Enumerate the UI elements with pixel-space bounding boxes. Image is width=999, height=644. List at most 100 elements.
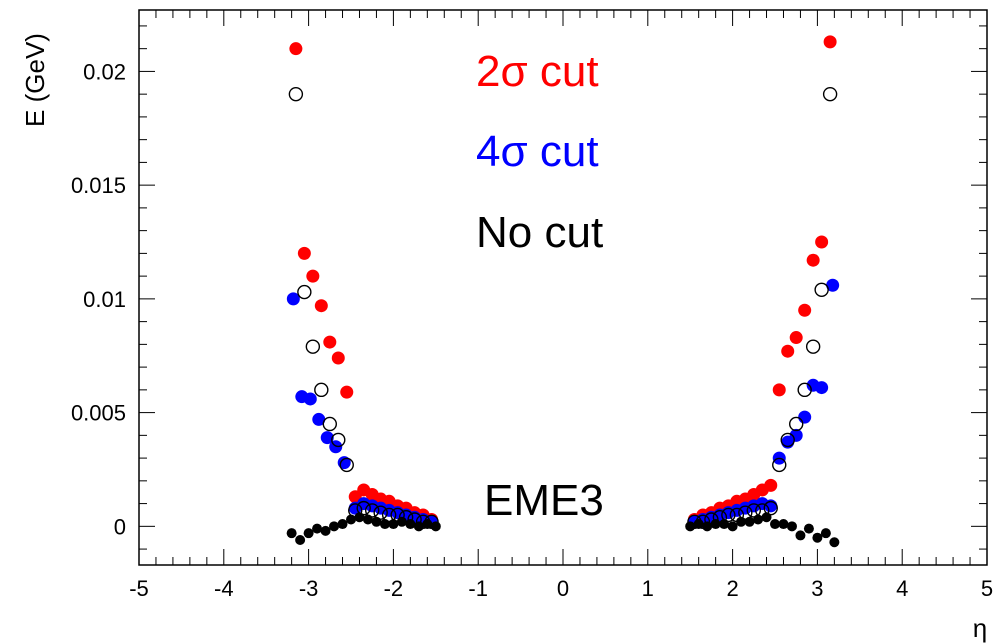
point-no_cut_open [297, 284, 312, 300]
point-four_sigma [320, 431, 334, 445]
point-two_sigma [340, 385, 354, 399]
point-two_sigma [306, 269, 320, 283]
point-no_cut_filled [820, 528, 831, 539]
point-no_cut_filled [371, 516, 382, 527]
point-no_cut_filled [702, 521, 713, 532]
x-tick-label: -4 [214, 576, 234, 601]
point-no_cut_filled [761, 512, 772, 523]
y-tick-label: 0.01 [83, 287, 126, 312]
data-points [286, 35, 840, 548]
x-tick-label: 2 [726, 576, 738, 601]
point-no_cut_filled [778, 519, 789, 530]
point-no_cut_filled [320, 525, 331, 536]
x-tick-label: 4 [896, 576, 908, 601]
point-no_cut_filled [786, 521, 797, 532]
point-no_cut_open [288, 86, 304, 102]
point-four_sigma [286, 292, 300, 306]
point-no_cut_open [797, 382, 812, 398]
point-no_cut_filled [812, 532, 823, 543]
point-no_cut_filled [303, 528, 314, 539]
legend-2sigma: 2σ cut [476, 47, 599, 96]
point-no_cut_filled [422, 519, 433, 530]
point-two_sigma [289, 42, 303, 56]
y-tick-labels: 0 0.005 0.01 0.015 0.02 [71, 59, 126, 539]
point-no_cut_filled [727, 521, 738, 532]
point-two_sigma [314, 299, 328, 313]
point-no_cut_filled [362, 514, 373, 525]
point-no_cut_open [305, 339, 321, 354]
point-no_cut_filled [329, 521, 340, 532]
point-no_cut_filled [770, 519, 780, 530]
point-no_cut_open [805, 339, 821, 354]
x-tick-label: -2 [384, 576, 404, 601]
point-two_sigma [764, 478, 778, 492]
x-tick-label: -1 [468, 576, 488, 601]
point-no_cut_open [814, 282, 829, 297]
point-two_sigma [823, 35, 837, 49]
point-no_cut_filled [413, 521, 424, 532]
point-four_sigma [303, 392, 317, 406]
y-tick-label: 0 [114, 514, 126, 539]
annotation-eme3: EME3 [484, 476, 604, 525]
point-no_cut_filled [795, 530, 806, 541]
x-tick-label: 0 [557, 576, 569, 601]
legend-4sigma: 4σ cut [476, 127, 599, 176]
y-axis-title: E (GeV) [20, 33, 50, 127]
point-no_cut_filled [337, 519, 348, 530]
y-tick-label: 0.005 [71, 401, 126, 426]
y-tick-label: 0.015 [71, 173, 126, 198]
point-no_cut_filled [286, 528, 297, 539]
point-no_cut_filled [396, 516, 407, 527]
point-four_sigma [789, 428, 803, 442]
point-no_cut_filled [354, 512, 365, 523]
point-no_cut_open [339, 457, 354, 473]
point-no_cut_filled [388, 519, 399, 530]
point-no_cut_filled [379, 519, 390, 530]
point-no_cut_filled [405, 519, 416, 530]
point-no_cut_open [314, 382, 329, 398]
point-two_sigma [798, 303, 812, 317]
legend-nocut: No cut [476, 208, 603, 257]
point-four_sigma [312, 412, 326, 426]
x-tick-label: 1 [642, 576, 654, 601]
point-two_sigma [297, 246, 311, 260]
point-four_sigma [826, 278, 840, 292]
point-two_sigma [789, 331, 803, 345]
point-two_sigma [781, 344, 795, 358]
point-no_cut_filled [744, 516, 755, 527]
point-no_cut_filled [295, 534, 306, 545]
x-axis-title: η [973, 613, 987, 643]
point-no_cut_filled [430, 521, 441, 532]
x-tick-label: -5 [129, 576, 149, 601]
point-no_cut_open [780, 432, 795, 448]
point-no_cut_filled [312, 523, 323, 534]
point-four_sigma [815, 381, 829, 395]
point-no_cut_filled [710, 519, 721, 530]
point-no_cut_open [322, 416, 337, 432]
point-no_cut_filled [685, 521, 696, 532]
point-no_cut_filled [753, 514, 764, 525]
point-two_sigma [331, 351, 345, 365]
point-no_cut_filled [736, 516, 747, 527]
x-tick-labels: -5 -4 -3 -2 -1 0 1 2 3 4 5 [129, 576, 993, 601]
point-no_cut_open [772, 457, 787, 473]
point-two_sigma [772, 383, 786, 397]
point-no_cut_open [789, 416, 804, 432]
point-no_cut_open [331, 432, 346, 448]
axis-ticks [138, 10, 988, 565]
point-no_cut_filled [803, 523, 814, 534]
x-tick-label: -3 [299, 576, 319, 601]
point-no_cut_filled [829, 537, 840, 548]
y-tick-label: 0.02 [83, 59, 126, 84]
point-no_cut_open [822, 86, 838, 102]
x-tick-label: 3 [811, 576, 823, 601]
point-no_cut_filled [346, 514, 356, 525]
point-two_sigma [815, 235, 829, 249]
point-no_cut_filled [693, 519, 704, 530]
x-tick-label: 5 [981, 576, 993, 601]
point-no_cut_filled [719, 519, 730, 530]
point-two_sigma [806, 253, 820, 267]
point-four_sigma [798, 410, 812, 424]
point-two_sigma [323, 335, 337, 349]
